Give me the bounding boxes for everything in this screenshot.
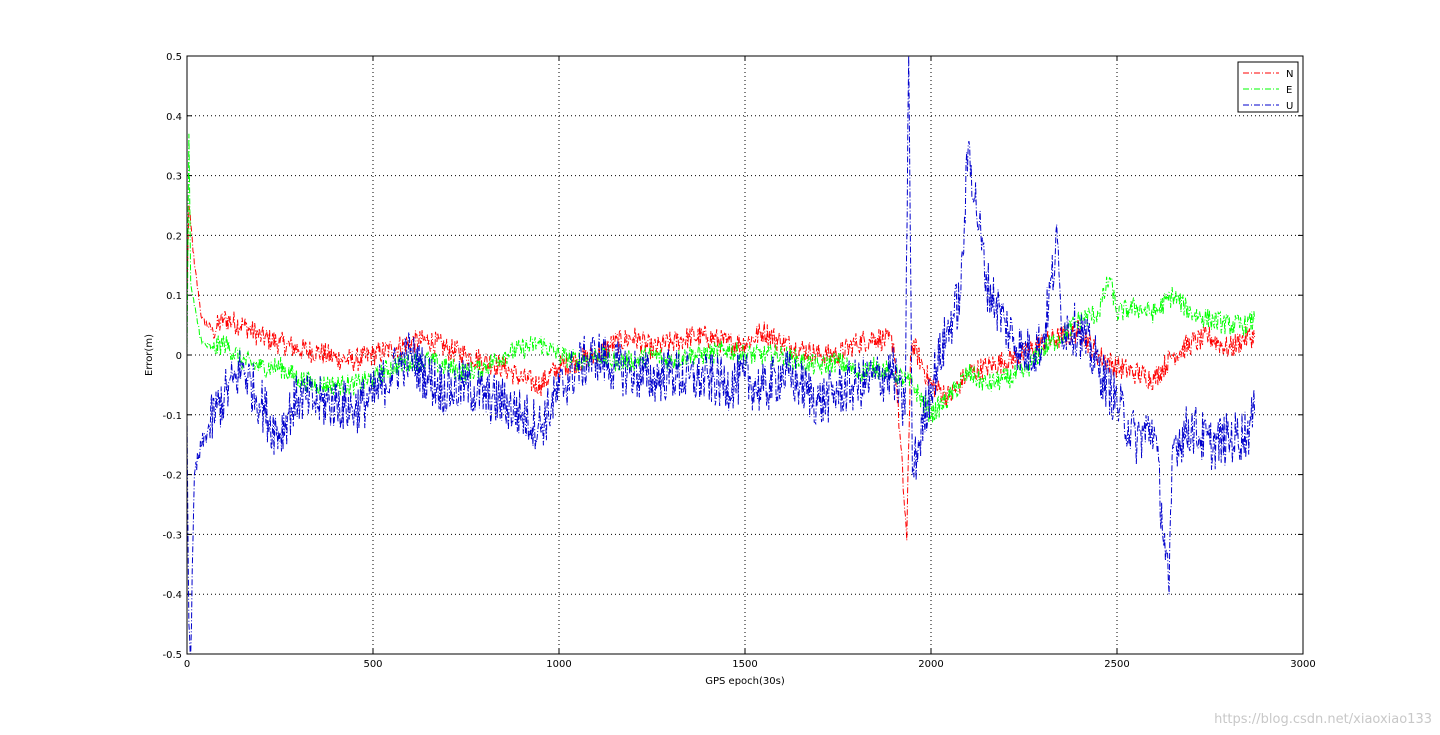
watermark: https://blog.csdn.net/xiaoxiao133 (1214, 712, 1432, 727)
legend-label-e: E (1286, 85, 1292, 96)
y-tick-label: -0.2 (162, 471, 182, 482)
x-tick-label: 2500 (1104, 659, 1129, 670)
legend: NEU (1237, 61, 1299, 113)
y-tick-label: -0.5 (162, 650, 182, 661)
legend-label-n: N (1286, 69, 1293, 80)
y-tick-label: 0.3 (166, 172, 182, 183)
y-tick-label: 0.2 (166, 231, 182, 242)
x-tick-label: 1000 (546, 659, 571, 670)
legend-label-u: U (1286, 101, 1293, 112)
x-tick-label: 500 (363, 659, 382, 670)
y-tick-label: 0.1 (166, 291, 182, 302)
x-axis-label: GPS epoch(30s) (705, 676, 785, 687)
x-tick-label: 3000 (1290, 659, 1315, 670)
series-line-e (186, 133, 1256, 424)
series-line-u (186, 55, 1256, 655)
y-tick-labels: 0.5 0.4 0.3 0.2 0.1 0 -0.1 -0.2 -0.3 -0.4 -0.5 (162, 52, 182, 661)
y-tick-label: 0 (176, 351, 182, 362)
x-tick-label: 1500 (732, 659, 757, 670)
y-axis-label: Error(m) (144, 334, 155, 376)
y-tick-label: -0.4 (162, 590, 182, 601)
plot-frame (186, 55, 1304, 655)
y-tick-label: -0.1 (162, 411, 182, 422)
legend-box (1237, 61, 1299, 113)
y-tick-label: 0.4 (166, 112, 182, 123)
x-tick-labels: 0 500 1000 1500 2000 2500 3000 (184, 659, 1316, 670)
x-tick-label: 0 (184, 659, 190, 670)
y-tick-label: -0.3 (162, 530, 182, 541)
x-tick-label: 2000 (918, 659, 943, 670)
series-lines (186, 55, 1256, 655)
y-tick-label: 0.5 (166, 52, 182, 63)
